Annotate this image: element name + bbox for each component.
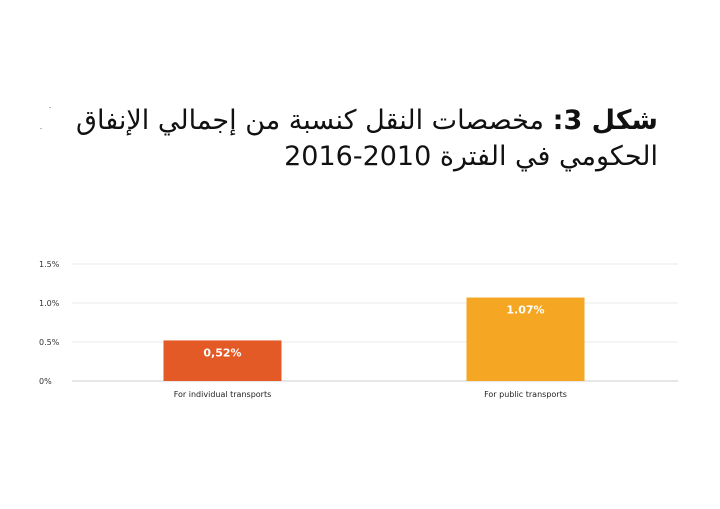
y-axis-ticks: 0% 0.5% 1.0% 1.5% (39, 260, 60, 386)
data-labels: 0,52% 1.07% (203, 304, 544, 360)
y-tick-label: 0.5% (39, 338, 60, 347)
bar (466, 297, 585, 381)
bars (163, 297, 585, 381)
chart-title: شكل 3: مخصصات النقل كنسبة من إجمالي الإن… (58, 103, 658, 175)
x-axis-categories: For individual transports For public tran… (174, 390, 567, 399)
y-tick-label: 0% (39, 377, 52, 386)
x-category-label: For individual transports (174, 390, 272, 399)
bar-value-label: 0,52% (203, 346, 241, 359)
decorative-mark (49, 107, 51, 108)
chart-title-text: مخصصات النقل كنسبة من إجمالي الإنفاق الح… (76, 105, 658, 172)
bar (163, 340, 282, 381)
chart-title-prefix: شكل 3: (552, 105, 658, 136)
decorative-mark (40, 128, 42, 129)
y-tick-label: 1.5% (39, 260, 60, 269)
bar-value-label: 1.07% (506, 304, 544, 317)
x-category-label: For public transports (484, 390, 567, 399)
gridlines (72, 263, 678, 382)
y-tick-label: 1.0% (39, 299, 60, 308)
